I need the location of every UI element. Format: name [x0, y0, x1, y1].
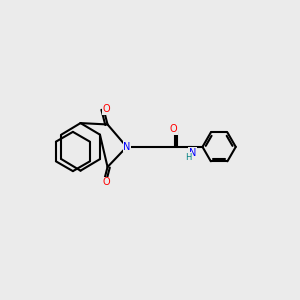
Text: O: O	[102, 177, 110, 187]
Text: O: O	[169, 124, 177, 134]
Text: O: O	[102, 104, 110, 114]
Text: N: N	[123, 142, 130, 152]
Text: N: N	[189, 148, 196, 158]
Text: H: H	[185, 153, 191, 162]
